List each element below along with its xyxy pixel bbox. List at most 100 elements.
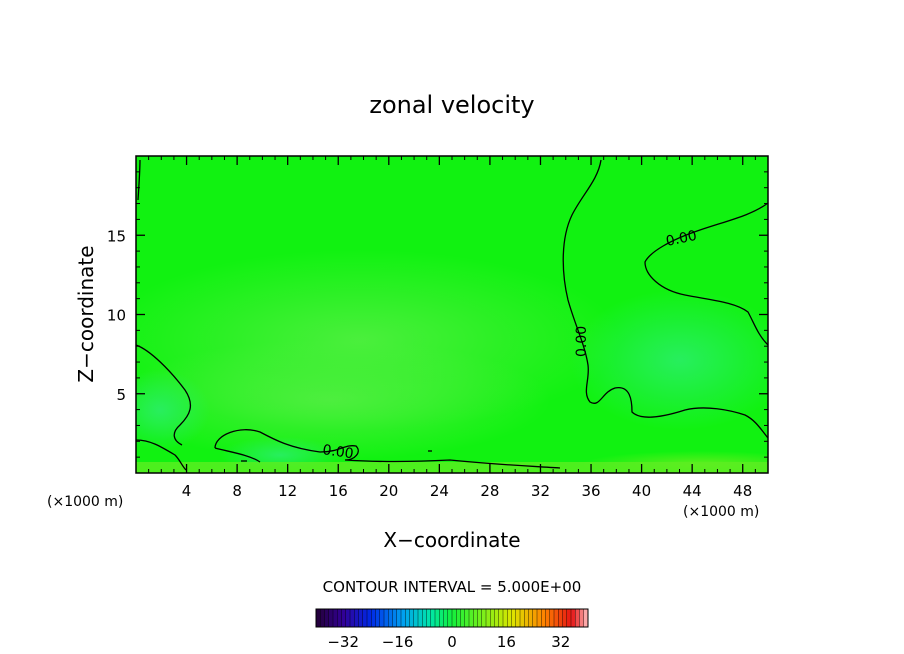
colorbar-cell	[405, 609, 410, 627]
colorbar-cell	[350, 609, 355, 627]
colorbar-cell	[503, 609, 508, 627]
colorbar-tick-label: 16	[497, 633, 516, 651]
colorbar-cell	[558, 609, 563, 627]
colorbar-cell	[494, 609, 500, 627]
colorbar-cell	[562, 609, 568, 627]
colorbar-cell	[316, 609, 321, 627]
contour-right-upper	[644, 202, 768, 346]
colorbar-cell	[409, 609, 415, 627]
colorbar-cell	[392, 609, 398, 627]
colorbar-cell	[426, 609, 432, 627]
contour-center-right	[562, 159, 768, 439]
colorbar-cell	[541, 609, 546, 627]
colorbar-cell	[401, 609, 406, 627]
colorbar-cell	[367, 609, 372, 627]
colorbar-cell	[358, 609, 364, 627]
y-axis-ticks: 5 10 15	[107, 171, 768, 458]
colorbar-cell	[511, 609, 517, 627]
colorbar-cell	[333, 609, 338, 627]
colorbar-cell	[341, 609, 347, 627]
colorbar-cell	[528, 609, 534, 627]
colorbar-cell	[328, 609, 334, 627]
colorbar-tick-label: −32	[327, 633, 359, 651]
colorbar-cell	[575, 609, 580, 627]
x-tick-label: 8	[232, 482, 242, 500]
x-tick-label: 36	[581, 482, 600, 500]
zero-contours	[136, 159, 768, 471]
colorbar-cell	[345, 609, 351, 627]
contour-left-upper	[136, 344, 192, 446]
colorbar-cell	[354, 609, 359, 627]
colorbar-cell	[435, 609, 440, 627]
x-tick-label: 28	[480, 482, 499, 500]
field-patch-bluegreen-right	[570, 290, 768, 430]
field-fill: 0.00 0.00 0.00	[136, 156, 768, 473]
colorbar-cell	[375, 609, 381, 627]
colorbar-cell	[571, 609, 576, 627]
colorbar-cell	[396, 609, 402, 627]
colorbar-cell	[362, 609, 368, 627]
colorbar-cell	[422, 609, 427, 627]
colorbar-cell	[566, 609, 572, 627]
colorbar-cell	[554, 609, 559, 627]
colorbar-ticks: −32 −16 0 16 32	[327, 633, 570, 651]
colorbar-cell	[418, 609, 423, 627]
colorbar-cell	[549, 609, 555, 627]
colorbar-cell	[324, 609, 330, 627]
colorbar-cell	[507, 609, 512, 627]
x-axis-ticks: 4 8 12 16 20 24 28 32 36 40 44 48	[148, 156, 756, 500]
contour-label-center: 0.00	[574, 326, 590, 357]
colorbar-cell	[384, 609, 389, 627]
colorbar-cell	[320, 609, 325, 627]
x-axis-label: X−coordinate	[383, 528, 520, 552]
contour-left-lower	[136, 439, 187, 471]
contour-left-top	[137, 159, 141, 201]
colorbar-cell	[473, 609, 478, 627]
colorbar-cell	[486, 609, 491, 627]
y-axis-label: Z−coordinate	[74, 245, 98, 382]
field-patch-bluegreen-left	[136, 370, 210, 450]
x-tick-label: 20	[379, 482, 398, 500]
x-units-left: (×1000 m)	[47, 494, 123, 510]
colorbar-cell	[460, 609, 466, 627]
colorbar	[315, 608, 589, 628]
field-band-surface	[136, 462, 768, 473]
x-tick-label: 48	[733, 482, 752, 500]
contour-interval-text: CONTOUR INTERVAL = 5.000E+00	[323, 578, 582, 596]
colorbar-cell	[443, 609, 449, 627]
y-tick-label: 10	[107, 307, 126, 325]
colorbar-frame	[315, 608, 589, 628]
contour-bottom-blob	[214, 447, 261, 463]
contour-label-bottom: 0.00	[321, 442, 354, 462]
colorbar-cell	[447, 609, 453, 627]
x-units-right: (×1000 m)	[683, 504, 759, 520]
colorbar-cell	[545, 609, 551, 627]
colorbar-cell	[388, 609, 393, 627]
colorbar-cell	[515, 609, 521, 627]
colorbar-cell	[430, 609, 436, 627]
colorbar-cell	[371, 609, 376, 627]
colorbar-cell	[337, 609, 342, 627]
colorbar-cell	[477, 609, 483, 627]
x-tick-label: 24	[430, 482, 449, 500]
chart-title: zonal velocity	[369, 91, 534, 119]
colorbar-cell	[498, 609, 504, 627]
colorbar-tick-label: 32	[551, 633, 570, 651]
contour-bottom-wave	[214, 429, 561, 469]
colorbar-cell	[579, 609, 585, 627]
colorbar-tick-label: 0	[447, 633, 457, 651]
colorbar-tick-label: −16	[382, 633, 414, 651]
x-tick-label: 4	[182, 482, 192, 500]
colorbar-cell	[456, 609, 461, 627]
colorbar-cell	[520, 609, 525, 627]
colorbar-cell	[379, 609, 385, 627]
colorbar-cell	[532, 609, 538, 627]
colorbar-cell	[490, 609, 495, 627]
colorbar-cell	[439, 609, 444, 627]
colorbar-cell	[524, 609, 529, 627]
colorbar-cell	[413, 609, 419, 627]
x-tick-label: 44	[683, 482, 702, 500]
colorbar-cell	[481, 609, 487, 627]
colorbar-cell	[537, 609, 542, 627]
